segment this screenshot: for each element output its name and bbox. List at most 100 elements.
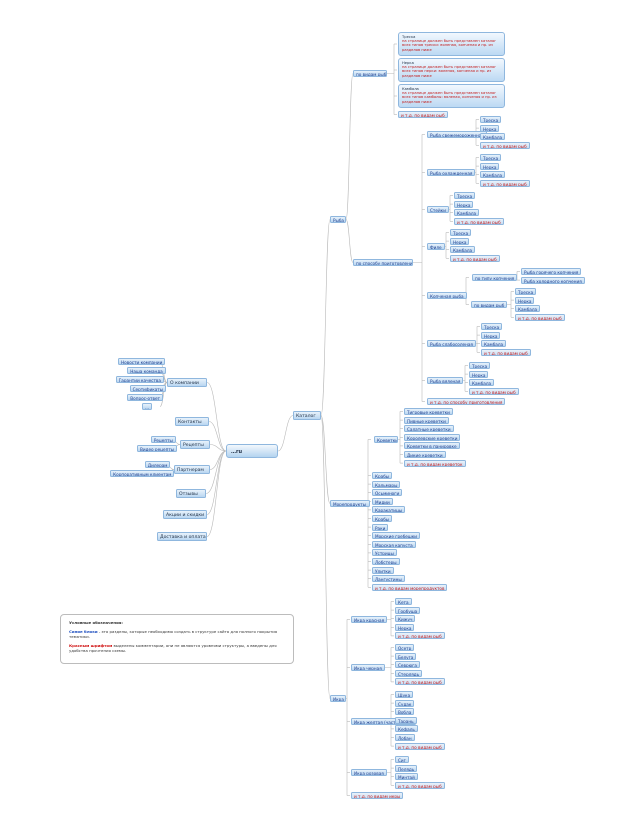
bracket-line [346, 619, 348, 796]
caviar-kind: Осетр [395, 644, 415, 651]
seafood-kind: Устрицы [372, 549, 397, 557]
etc-comment: и т.д. по видам рыб [480, 141, 530, 149]
seafood-kind: Морская капуста [372, 540, 416, 548]
cooking-group-node: Филе [427, 243, 445, 250]
shrimp-kind: Пивные креветки [404, 416, 449, 424]
about-child: Вопрос-ответ [127, 394, 163, 401]
seafood-kind: Кальмары [372, 480, 401, 488]
shrimp-kind: Тигровые креветки [404, 408, 453, 415]
fish-by-cooking-node: по способу приготовления [353, 259, 413, 266]
caviar-kind: Минтай [395, 773, 418, 781]
smoke-type-node: по типу копчения [472, 274, 518, 281]
legend-box: Условные обозначения: Синие блоки - это … [60, 614, 294, 664]
shrimp-kind: Салатные креветки [404, 425, 454, 433]
fish-kind: Камбала [450, 246, 476, 254]
fish-kind: Камбала [481, 340, 507, 348]
fish-kind: Камбала [480, 171, 506, 179]
about-child: Гарантии качества [115, 376, 164, 383]
caviar-node: Икра [330, 695, 346, 702]
fish-kind: Нерка [450, 237, 470, 245]
shrimp-kind: Дикие креветки [404, 451, 446, 458]
connector-line [320, 415, 331, 699]
etc-comment: и т.д. по видам рыб [481, 348, 531, 356]
caviar-kind: Кижуч [395, 615, 416, 623]
fish-kind: Нерка [515, 296, 535, 304]
connector-line [209, 444, 227, 452]
cooking-group-node: Копченая рыба [427, 292, 467, 299]
bracket-line [445, 232, 447, 259]
caviar-kind: Судак [395, 699, 415, 707]
seafood-kind: Крабы [372, 515, 393, 522]
fish-kind: Треска [480, 154, 502, 161]
legend-red-line: Красным шрифтом выделены комментарии, он… [69, 643, 285, 653]
seafood-kind: Раки [372, 523, 389, 531]
connector-line [209, 450, 227, 470]
fish-kind: Камбала [469, 379, 495, 387]
about-child: Новости компании [118, 358, 166, 365]
caviar-kind: Севрюга [395, 661, 420, 669]
seafood-kind: Каракатицы [372, 506, 406, 514]
fish-kind: Треска [515, 288, 537, 295]
about-child: Сертификаты [129, 385, 167, 392]
legend-blue-key: Синие блоки [69, 629, 98, 634]
etc-comment: и т.д. по видам морепродуктов [372, 583, 448, 591]
fish-note: Нерка на странице должен быть представлен… [398, 58, 505, 82]
etc-comment: и т.д. по видам икры [351, 792, 404, 799]
shrimp-node: Креветки [374, 436, 398, 443]
fish-note-text: на странице должен быть представлен ката… [402, 90, 497, 104]
catalog-node: Каталог [293, 411, 321, 420]
caviar-group-node: Икра черная [351, 664, 385, 671]
recipes-node: Рецепты [180, 440, 210, 449]
recipes-child: Видео рецепты [136, 445, 178, 452]
legend-red-text: выделены комментарии, они не являются ур… [69, 643, 277, 653]
smoke-type: Рыба холодного копчения [521, 276, 585, 284]
seafood-kind: Крабы [372, 472, 393, 479]
fish-kind: Треска [450, 229, 472, 236]
fish-kind: Треска [454, 192, 476, 199]
caviar-kind: Тарань [395, 716, 417, 724]
fish-note-title: Камбала [402, 86, 419, 91]
cooking-group-node: Рыба слабосоленая [427, 340, 476, 347]
caviar-kind: Лобан [395, 734, 415, 741]
connector-line [159, 382, 168, 407]
seafood-kind: Лангустины [372, 575, 405, 583]
cooking-group-node: Рыба свежемороженная [427, 131, 487, 138]
connector-line [320, 219, 331, 416]
caviar-kind: Вобла [395, 708, 415, 716]
smoked-by-kind-node: по видам рыб [471, 301, 508, 308]
connector-line [208, 421, 227, 452]
caviar-group-node: Икра розовая [351, 769, 387, 776]
fish-note-text: на странице должен быть представлен ката… [402, 38, 497, 52]
etc-comment: и т.д. по видам рыб [398, 111, 448, 118]
recipes-child: Рецепты [150, 436, 176, 443]
etc-comment: и т.д. по видам рыб [480, 179, 530, 187]
partners-child: Корпоративным клиентам [110, 470, 175, 477]
fish-kind: Нерка [481, 331, 501, 339]
contacts-node: Контакты [175, 417, 209, 426]
legend-blue-line: Синие блоки - это разделы, которые необх… [69, 629, 285, 639]
caviar-kind: Горбуша [395, 606, 421, 614]
seafood-kind: Улитки [372, 566, 394, 574]
etc-comment: и т.д. по видам рыб [395, 781, 445, 789]
bracket-line [398, 411, 401, 464]
bracket-line [387, 44, 395, 115]
fish-kind: Камбала [515, 305, 541, 313]
connector-line [206, 450, 227, 537]
bracket-line [462, 277, 467, 305]
about-child: Наша команда [127, 367, 166, 374]
partners-child: Дилерам [144, 461, 171, 468]
root-node: …ru [226, 444, 278, 458]
seafood-kind: Мидии [372, 497, 393, 505]
etc-comment: и т.д. по видам креветок [404, 459, 466, 467]
delivery-node: Доставка и оплата [157, 532, 207, 541]
connector-line [206, 450, 227, 515]
etc-comment: и т.д. по видам рыб [395, 678, 445, 686]
fish-node: Рыба [330, 216, 346, 223]
fish-kind: Камбала [480, 133, 506, 141]
caviar-group-node: Икра красная [351, 616, 388, 623]
about-node: О компании [167, 378, 207, 387]
fish-kind: Треска [480, 116, 502, 123]
caviar-kind: Щука [395, 691, 414, 698]
etc-comment: и т.д. по видам рыб [469, 387, 519, 395]
seafood-kind: Осьминоги [372, 489, 403, 497]
